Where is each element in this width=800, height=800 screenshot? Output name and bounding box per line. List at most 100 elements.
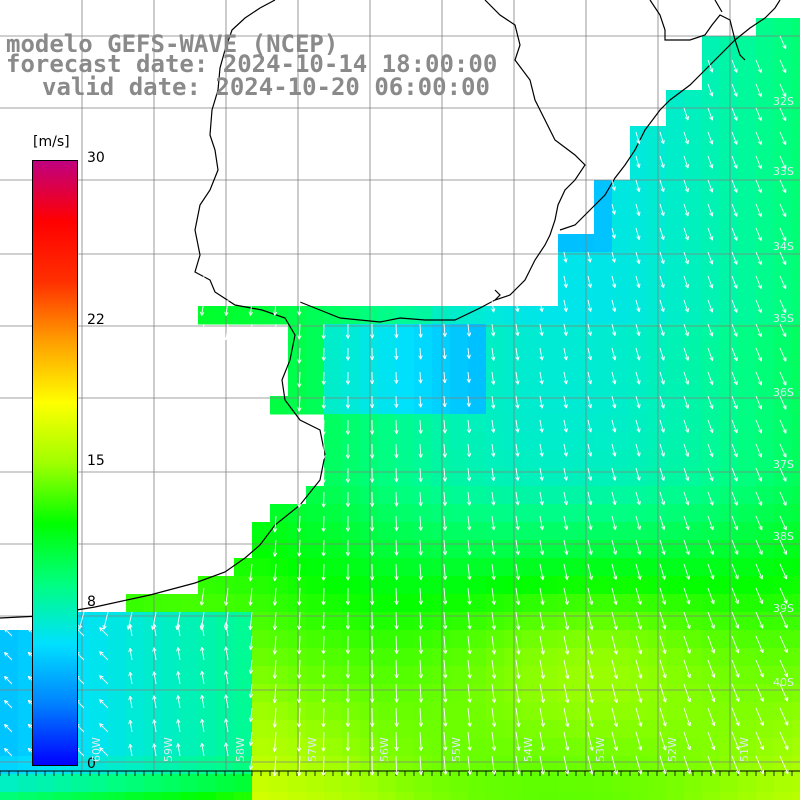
wind-arrow — [635, 755, 642, 775]
wind-arrow-head — [660, 429, 665, 433]
wind-cell — [252, 648, 271, 667]
wind-cell — [720, 72, 739, 91]
wind-cell — [396, 792, 415, 800]
wind-cell — [306, 342, 325, 361]
wind-arrow-head — [200, 622, 203, 628]
wind-cell — [252, 702, 271, 721]
wind-cell — [342, 612, 361, 631]
wind-cell — [540, 720, 559, 739]
wind-cell — [774, 666, 793, 685]
wind-cell — [756, 774, 775, 793]
wind-arrow-head — [614, 428, 617, 433]
wind-cell — [738, 198, 757, 217]
wind-arrow-head — [298, 723, 302, 728]
wind-cell — [288, 360, 307, 379]
wind-cell — [612, 342, 631, 361]
wind-cell — [630, 288, 649, 307]
wind-arrow-head — [664, 550, 666, 555]
wind-arrow-head — [612, 308, 616, 312]
wind-cell — [288, 576, 307, 595]
wind-cell — [738, 270, 757, 289]
wind-arrow-head — [466, 402, 470, 407]
wind-cell — [216, 306, 235, 325]
wind-arrow-head — [200, 311, 203, 316]
forecast-date-title: forecast date: 2024-10-14 18:00:00 — [6, 50, 498, 78]
wind-arrow-head — [347, 576, 351, 581]
wind-cell — [702, 234, 721, 253]
wind-arrow — [611, 515, 616, 530]
wind-arrow-head — [466, 477, 470, 482]
wind-arrow-head — [248, 311, 251, 316]
wind-arrow-head — [687, 163, 689, 169]
wind-cell — [666, 612, 685, 631]
lat-label-39S: 39S — [773, 602, 794, 615]
wind-arrow-head — [128, 719, 131, 724]
wind-cell — [558, 756, 577, 775]
wind-arrow — [755, 275, 762, 289]
wind-cell — [414, 702, 433, 721]
wind-arrow-head — [589, 675, 593, 680]
wind-arrow — [467, 419, 470, 433]
wind-cell — [630, 306, 649, 325]
wind-cell — [792, 720, 800, 739]
wind-arrow — [611, 755, 618, 775]
wind-arrow — [322, 755, 325, 776]
wind-arrow-head — [444, 453, 447, 458]
wind-arrow-head — [418, 576, 422, 581]
wind-arrow-head — [542, 600, 545, 605]
wind-cell — [756, 288, 775, 307]
wind-arrow — [467, 443, 470, 457]
wind-arrow-head — [733, 141, 738, 145]
wind-arrow-head — [493, 380, 496, 385]
wind-cell — [360, 450, 379, 469]
wind-arrow-head — [469, 625, 472, 630]
wind-cell — [450, 324, 469, 343]
wind-cell — [540, 360, 559, 379]
wind-arrow-head — [611, 186, 615, 191]
wind-arrow-head — [129, 647, 133, 652]
wind-arrow-head — [638, 380, 641, 385]
wind-cell — [576, 702, 595, 721]
wind-cell — [540, 576, 559, 595]
wind-cell — [738, 576, 757, 595]
wind-cell — [774, 198, 793, 217]
wind-arrow — [298, 323, 301, 340]
wind-arrow-head — [588, 551, 592, 555]
wind-arrow-head — [469, 649, 472, 655]
wind-arrow — [635, 539, 641, 555]
wind-arrow-head — [733, 502, 738, 506]
wind-arrow-head — [250, 718, 254, 722]
wind-cell — [702, 792, 721, 800]
wind-arrow — [731, 299, 738, 313]
wind-cell — [450, 576, 469, 595]
wind-arrow-head — [638, 163, 641, 168]
wind-arrow — [515, 659, 520, 679]
wind-cell — [666, 360, 685, 379]
wind-cell — [792, 594, 800, 613]
wind-cell — [630, 666, 649, 685]
wind-arrow — [755, 755, 764, 774]
wind-arrow-head — [637, 551, 641, 555]
wind-cell — [774, 540, 793, 559]
wind-cell — [720, 486, 739, 505]
wind-arrow — [395, 491, 398, 507]
wind-cell — [432, 666, 451, 685]
wind-cell — [576, 360, 595, 379]
wind-cell — [612, 432, 631, 451]
wind-arrow-head — [539, 428, 543, 433]
wind-cell — [720, 648, 739, 667]
wind-arrow — [298, 563, 301, 581]
wind-cell — [18, 720, 37, 739]
wind-arrow-head — [660, 164, 664, 169]
wind-cell — [738, 468, 757, 487]
wind-cell — [558, 630, 577, 649]
wind-arrow-head — [396, 674, 399, 679]
wind-arrow — [515, 395, 519, 409]
wind-arrow — [587, 347, 592, 361]
wind-arrow-head — [201, 718, 205, 723]
wind-arrow-head — [563, 404, 567, 409]
wind-arrow-head — [591, 600, 594, 605]
wind-arrow-head — [589, 770, 593, 775]
wind-cell — [738, 594, 757, 613]
wind-cell — [684, 342, 703, 361]
